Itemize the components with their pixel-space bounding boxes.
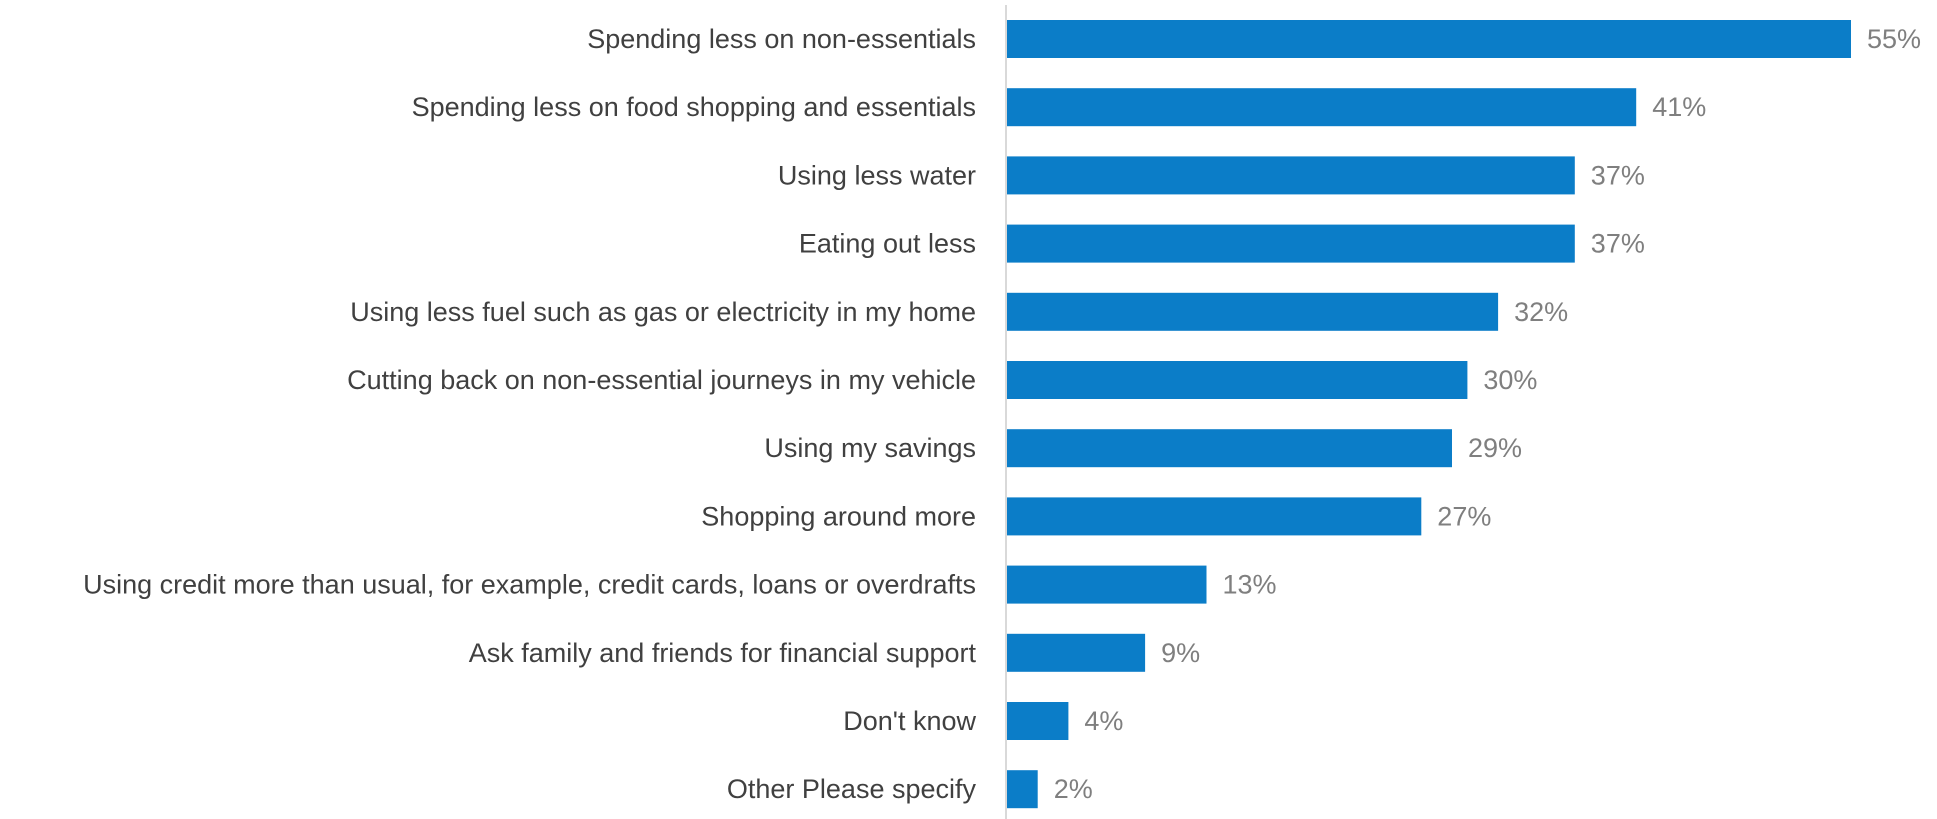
- bar: [1007, 497, 1422, 536]
- category-label: Ask family and friends for financial sup…: [469, 638, 977, 668]
- bar: [1007, 565, 1207, 604]
- category-label: Shopping around more: [701, 501, 976, 531]
- bar: [1007, 88, 1637, 127]
- value-label: 41%: [1652, 92, 1706, 122]
- category-label: Using credit more than usual, for exampl…: [83, 570, 976, 600]
- category-label: Spending less on non-essentials: [587, 24, 976, 54]
- value-label: 13%: [1223, 570, 1277, 600]
- value-label: 4%: [1084, 706, 1123, 736]
- value-label: 37%: [1591, 160, 1645, 190]
- category-label: Other Please specify: [727, 774, 977, 804]
- value-label: 27%: [1437, 501, 1491, 531]
- bar: [1007, 156, 1575, 195]
- category-label: Using less fuel such as gas or electrici…: [350, 297, 976, 327]
- category-labels-group: Spending less on non-essentials Spending …: [83, 24, 976, 804]
- value-label: 2%: [1054, 774, 1093, 804]
- bar: [1007, 224, 1575, 263]
- value-labels-group: 55% 41% 37% 37% 32% 30% 29% 27% 13% 9% 4% 2%: [1054, 24, 1921, 804]
- bar: [1007, 702, 1069, 740]
- category-label: Spending less on food shopping and essen…: [412, 92, 976, 122]
- value-label: 30%: [1483, 365, 1537, 395]
- value-label: 32%: [1514, 297, 1568, 327]
- bars-group: [1007, 20, 1851, 809]
- category-label: Using less water: [778, 160, 976, 190]
- bar: [1007, 429, 1452, 468]
- bar: [1007, 770, 1038, 809]
- bar: [1007, 633, 1146, 672]
- value-label: 9%: [1161, 638, 1200, 668]
- category-label: Don't know: [843, 706, 976, 736]
- category-label: Cutting back on non-essential journeys i…: [347, 365, 976, 395]
- bar: [1007, 292, 1499, 331]
- bar: [1007, 361, 1468, 399]
- value-label: 55%: [1867, 24, 1921, 54]
- bar: [1007, 20, 1851, 58]
- value-label: 29%: [1468, 433, 1522, 463]
- category-label: Eating out less: [799, 229, 976, 259]
- category-label: Using my savings: [764, 433, 976, 463]
- value-label: 37%: [1591, 229, 1645, 259]
